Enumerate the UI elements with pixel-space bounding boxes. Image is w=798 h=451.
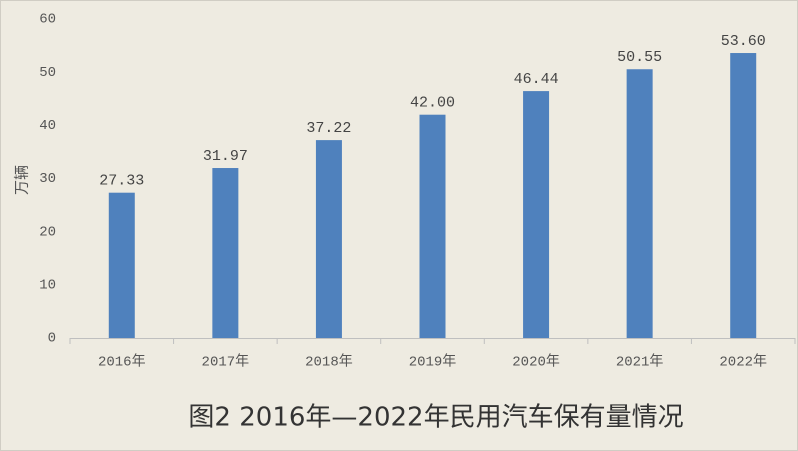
value-label: 50.55: [617, 49, 662, 66]
value-label: 53.60: [721, 33, 766, 50]
value-label: 42.00: [410, 95, 455, 112]
chart-title: 图2 2016年—2022年民用汽车保有量情况: [188, 403, 683, 433]
value-label: 37.22: [306, 120, 351, 137]
x-tick-label: 2020年: [512, 354, 560, 371]
x-tick-label: 2021年: [616, 354, 664, 371]
x-tick-label: 2022年: [719, 354, 767, 371]
y-tick-label: 30: [39, 171, 56, 187]
y-axis-label: 万辆: [13, 165, 31, 195]
y-tick-label: 10: [39, 278, 56, 294]
bar: [212, 168, 239, 338]
value-label: 31.97: [203, 148, 248, 165]
y-tick-label: 20: [39, 224, 56, 240]
x-tick-label: 2017年: [202, 354, 250, 371]
x-tick-label: 2018年: [305, 354, 353, 371]
y-tick-label: 50: [39, 65, 56, 81]
bar: [730, 53, 757, 338]
bar: [315, 140, 342, 338]
bar: [108, 192, 135, 338]
value-label: 27.33: [99, 173, 144, 190]
y-tick-label: 0: [48, 331, 56, 347]
bar: [626, 69, 653, 339]
bar: [419, 114, 446, 338]
x-tick-label: 2019年: [409, 354, 457, 371]
bar: [523, 91, 550, 339]
y-tick-label: 60: [39, 12, 56, 28]
y-tick-label: 40: [39, 118, 56, 134]
x-tick-label: 2016年: [98, 354, 146, 371]
value-label: 46.44: [514, 71, 559, 88]
